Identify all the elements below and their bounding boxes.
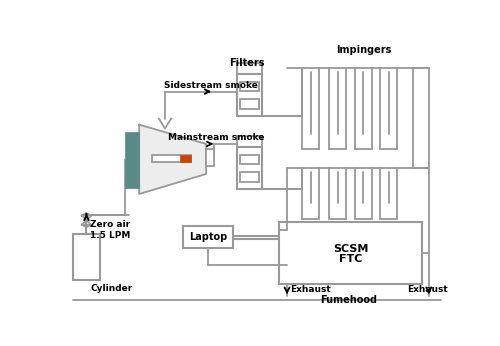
Text: Exhaust: Exhaust	[407, 285, 448, 294]
Bar	[240, 155, 258, 164]
Bar	[240, 82, 258, 91]
Text: Fumehood: Fumehood	[320, 295, 377, 305]
Bar	[240, 172, 258, 182]
Bar	[180, 155, 191, 162]
Text: SCSM: SCSM	[333, 244, 368, 254]
Text: Mainstream smoke: Mainstream smoke	[168, 133, 264, 142]
Bar	[240, 99, 258, 109]
Polygon shape	[139, 125, 206, 194]
Text: Zero air
1.5 LPM: Zero air 1.5 LPM	[90, 220, 130, 239]
Text: Laptop: Laptop	[189, 232, 227, 242]
Bar	[280, 222, 422, 284]
Bar	[152, 155, 191, 162]
Text: Cylinder: Cylinder	[90, 284, 132, 293]
Bar	[126, 133, 139, 188]
Text: Impingers: Impingers	[336, 45, 392, 55]
Text: Sidestream smoke: Sidestream smoke	[164, 81, 258, 90]
Text: FTC: FTC	[339, 254, 362, 264]
Bar	[183, 226, 233, 248]
Text: Exhaust: Exhaust	[290, 285, 331, 294]
Bar	[206, 149, 214, 166]
Bar	[237, 74, 262, 116]
Text: Filters: Filters	[230, 58, 265, 69]
Bar	[237, 147, 262, 189]
Bar	[73, 234, 100, 280]
